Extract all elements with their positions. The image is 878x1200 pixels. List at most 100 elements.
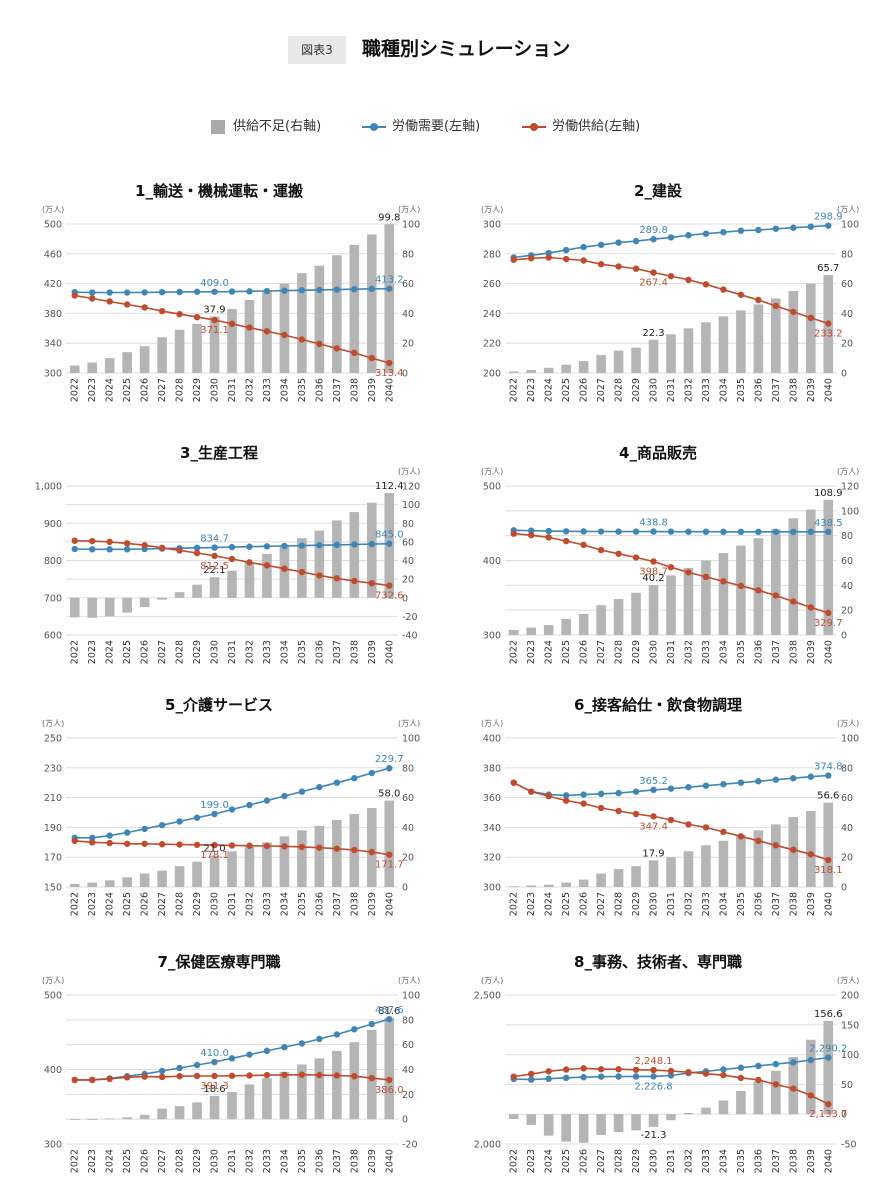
supply-point-2034 bbox=[281, 843, 288, 850]
x-tick-label: 2038 bbox=[349, 378, 360, 402]
supply-point-2025 bbox=[123, 540, 131, 547]
demand-point-2026 bbox=[580, 1074, 587, 1081]
supply-point-2039 bbox=[807, 604, 814, 611]
right-tick-label: 0 bbox=[402, 883, 408, 894]
supply-point-2030 bbox=[650, 269, 657, 276]
supply-point-2028 bbox=[176, 547, 183, 554]
data-label: 365.2 bbox=[639, 776, 668, 787]
x-tick-label: 2040 bbox=[384, 892, 395, 916]
bar-2030 bbox=[209, 577, 220, 598]
supply-point-2037 bbox=[333, 345, 341, 352]
left-tick-label: 300 bbox=[483, 883, 501, 894]
x-tick-label: 2031 bbox=[666, 640, 677, 664]
left-tick-label: 340 bbox=[483, 823, 501, 834]
right-tick-label: 40 bbox=[841, 823, 853, 834]
data-label: 37.9 bbox=[203, 305, 225, 316]
right-tick-label: 100 bbox=[841, 734, 859, 745]
demand-point-2033 bbox=[263, 1047, 271, 1055]
chart-panel-8: 8_事務、技術者、専門職 (万人) (万人) 200 150 100 50 0 -50 2,500… bbox=[439, 941, 878, 1199]
supply-point-2033 bbox=[702, 573, 710, 581]
bar-2029 bbox=[631, 347, 641, 373]
bar-2023 bbox=[526, 370, 537, 373]
data-label: 229.7 bbox=[375, 754, 404, 765]
x-tick-label: 2026 bbox=[140, 1149, 151, 1173]
left-tick-label: 800 bbox=[44, 556, 62, 567]
x-tick-label: 2039 bbox=[806, 640, 817, 664]
x-tick-label: 2034 bbox=[718, 892, 729, 916]
data-label: 40.2 bbox=[642, 573, 664, 584]
x-tick-label: 2032 bbox=[244, 640, 255, 664]
right-tick-label: 0 bbox=[841, 1110, 847, 1121]
supply-point-2033 bbox=[702, 1070, 710, 1077]
right-tick-label: 60 bbox=[402, 793, 414, 804]
demand-point-2023 bbox=[528, 1076, 535, 1083]
bar-2039 bbox=[366, 808, 377, 887]
supply-point-2033 bbox=[702, 281, 710, 288]
left-axis-unit: (万人) bbox=[481, 205, 503, 214]
left-tick-label: 300 bbox=[44, 1140, 62, 1151]
demand-point-2022 bbox=[71, 545, 78, 553]
bar-2027 bbox=[596, 355, 606, 373]
x-tick-label: 2024 bbox=[544, 640, 555, 664]
supply-point-2031 bbox=[667, 816, 675, 824]
figure-tag: 図表3 bbox=[288, 36, 346, 64]
bar-2035 bbox=[297, 273, 307, 373]
demand-point-2032 bbox=[246, 288, 253, 295]
supply-point-2024 bbox=[545, 1068, 552, 1075]
x-tick-label: 2026 bbox=[579, 1149, 590, 1173]
supply-point-2029 bbox=[632, 1066, 640, 1073]
demand-point-2027 bbox=[597, 790, 605, 798]
supply-point-2035 bbox=[298, 568, 306, 576]
demand-point-2039 bbox=[368, 1020, 375, 1028]
demand-point-2035 bbox=[298, 1040, 306, 1047]
bar-2023 bbox=[526, 885, 537, 887]
bar-2038 bbox=[349, 512, 360, 598]
x-tick-label: 2036 bbox=[753, 378, 764, 402]
right-tick-label: 20 bbox=[841, 853, 853, 864]
x-tick-label: 2040 bbox=[823, 640, 834, 664]
chart-svg-4: 4_商品販売 (万人) (万人) 120 100 80 60 40 20 0 500 400 300 20… bbox=[481, 444, 859, 664]
left-tick-label: 240 bbox=[483, 309, 501, 320]
demand-point-2028 bbox=[615, 239, 622, 246]
demand-point-2025 bbox=[562, 792, 570, 799]
bar-2034 bbox=[718, 553, 729, 635]
data-label: 318.1 bbox=[814, 865, 843, 876]
right-tick-label: 0 bbox=[402, 369, 408, 380]
supply-point-2034 bbox=[720, 578, 727, 585]
legend-label-supply: 労働供給(左軸) bbox=[552, 119, 641, 134]
x-tick-label: 2034 bbox=[279, 892, 290, 916]
x-tick-label: 2023 bbox=[87, 1149, 98, 1173]
x-tick-label: 2033 bbox=[701, 892, 712, 916]
bar-2025 bbox=[122, 877, 132, 887]
bar-2024 bbox=[543, 367, 554, 373]
demand-point-2038 bbox=[351, 285, 358, 293]
supply-point-2030 bbox=[211, 841, 218, 849]
left-tick-label: 190 bbox=[44, 823, 62, 834]
demand-point-2032 bbox=[685, 783, 692, 791]
supply-point-2038 bbox=[351, 349, 358, 357]
supply-point-2031 bbox=[667, 1067, 675, 1075]
x-tick-label: 2040 bbox=[823, 892, 834, 916]
chart-svg-8: 8_事務、技術者、専門職 (万人) (万人) 200 150 100 50 0 -50 2,500… bbox=[474, 953, 859, 1173]
x-tick-label: 2035 bbox=[736, 640, 747, 664]
x-tick-label: 2028 bbox=[175, 378, 186, 402]
demand-point-2039 bbox=[368, 769, 375, 777]
supply-point-2022 bbox=[510, 779, 517, 786]
chart-panel-4: 4_商品販売 (万人) (万人) 120 100 80 60 40 20 0 500 400 300 20… bbox=[439, 432, 878, 690]
supply-point-2024 bbox=[106, 298, 113, 305]
demand-point-2038 bbox=[351, 775, 358, 782]
bar-2027 bbox=[596, 873, 606, 887]
data-label: -21.3 bbox=[641, 1130, 667, 1141]
supply-point-2035 bbox=[737, 582, 745, 590]
data-label: 58.0 bbox=[378, 789, 400, 800]
supply-point-2026 bbox=[580, 257, 587, 264]
demand-point-2035 bbox=[737, 1064, 745, 1071]
bar-2035 bbox=[736, 310, 746, 373]
bar-2035 bbox=[297, 1064, 307, 1120]
bar-2028 bbox=[613, 598, 624, 635]
data-label: 81.6 bbox=[378, 1006, 400, 1017]
supply-point-2029 bbox=[632, 265, 640, 272]
bar-2029 bbox=[631, 866, 641, 887]
demand-point-2037 bbox=[333, 286, 341, 293]
supply-point-2036 bbox=[755, 1076, 762, 1084]
